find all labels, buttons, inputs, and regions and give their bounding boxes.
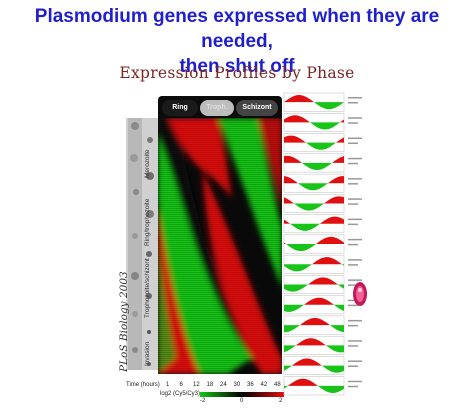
stage-image-column: Invasion Trophozoite/schizont Ring/troph… xyxy=(126,118,158,370)
gene-profile xyxy=(283,194,362,213)
parasite-cell-image xyxy=(353,282,367,306)
time-tick: 12 xyxy=(193,382,200,388)
gene-profile xyxy=(283,335,362,355)
slide-title-line-1: Plasmodium genes expressed when they are… xyxy=(34,6,440,52)
stage-label-invasion: Invasion xyxy=(144,341,151,366)
phase-ring-label: Ring xyxy=(162,100,198,116)
phase-trophozoite-label: Troph. xyxy=(200,100,234,116)
gene-profile xyxy=(283,173,362,193)
slide-title-line-2: then shut off xyxy=(179,56,295,77)
ratio-tick-mid: 0 xyxy=(240,398,244,404)
time-tick: 18 xyxy=(206,382,214,388)
heatmap-graphic xyxy=(158,118,282,374)
stage-label-ring-troph: Ring/trophozoite xyxy=(144,198,151,246)
slide-title: Plasmodium genes expressed when they are… xyxy=(0,4,474,79)
gene-profile xyxy=(283,234,362,254)
ratio-tick-high: 2 xyxy=(279,398,283,404)
gene-profile xyxy=(283,133,362,153)
time-tick: 1 xyxy=(166,382,170,388)
time-tick: 24 xyxy=(220,382,227,388)
gene-profile xyxy=(283,254,362,274)
stage-label-merozoite: Merozoite xyxy=(144,149,151,178)
time-axis-label: Time (hours) xyxy=(126,382,160,388)
stage-cell-images xyxy=(130,122,154,366)
stage-image-strip xyxy=(128,118,142,370)
phase-header: Ring Troph. Schizont xyxy=(158,96,282,118)
gene-profile xyxy=(283,214,362,234)
phase-schizont-label: Schizont xyxy=(236,100,278,116)
gene-profile xyxy=(283,153,362,173)
gene-profile-panel xyxy=(282,92,366,396)
color-scale-bar xyxy=(200,392,284,397)
time-tick: 36 xyxy=(247,382,254,388)
time-tick: 6 xyxy=(179,382,183,388)
time-tick: 42 xyxy=(260,382,268,388)
expression-heatmap xyxy=(158,118,282,374)
gene-profile xyxy=(283,356,362,375)
time-tick: 30 xyxy=(233,382,241,388)
ratio-tick-low: -2 xyxy=(200,398,206,404)
gene-profile xyxy=(283,376,362,396)
time-tick: 48 xyxy=(274,382,281,388)
gene-profile xyxy=(283,275,362,294)
stage-label-troph-schizont: Trophozoite/schizont xyxy=(144,258,151,318)
figure-title: Expression Profiles by Phase xyxy=(119,64,355,82)
gene-profile xyxy=(283,113,362,132)
gene-profile xyxy=(283,315,362,335)
gene-profile-curves xyxy=(283,92,362,396)
citation-label: PLoS Biology 2003 xyxy=(118,271,130,372)
ratio-axis-label: log2 (Cy5/Cy3) xyxy=(160,391,201,397)
gene-profile xyxy=(283,295,362,315)
gene-profile xyxy=(283,92,362,112)
